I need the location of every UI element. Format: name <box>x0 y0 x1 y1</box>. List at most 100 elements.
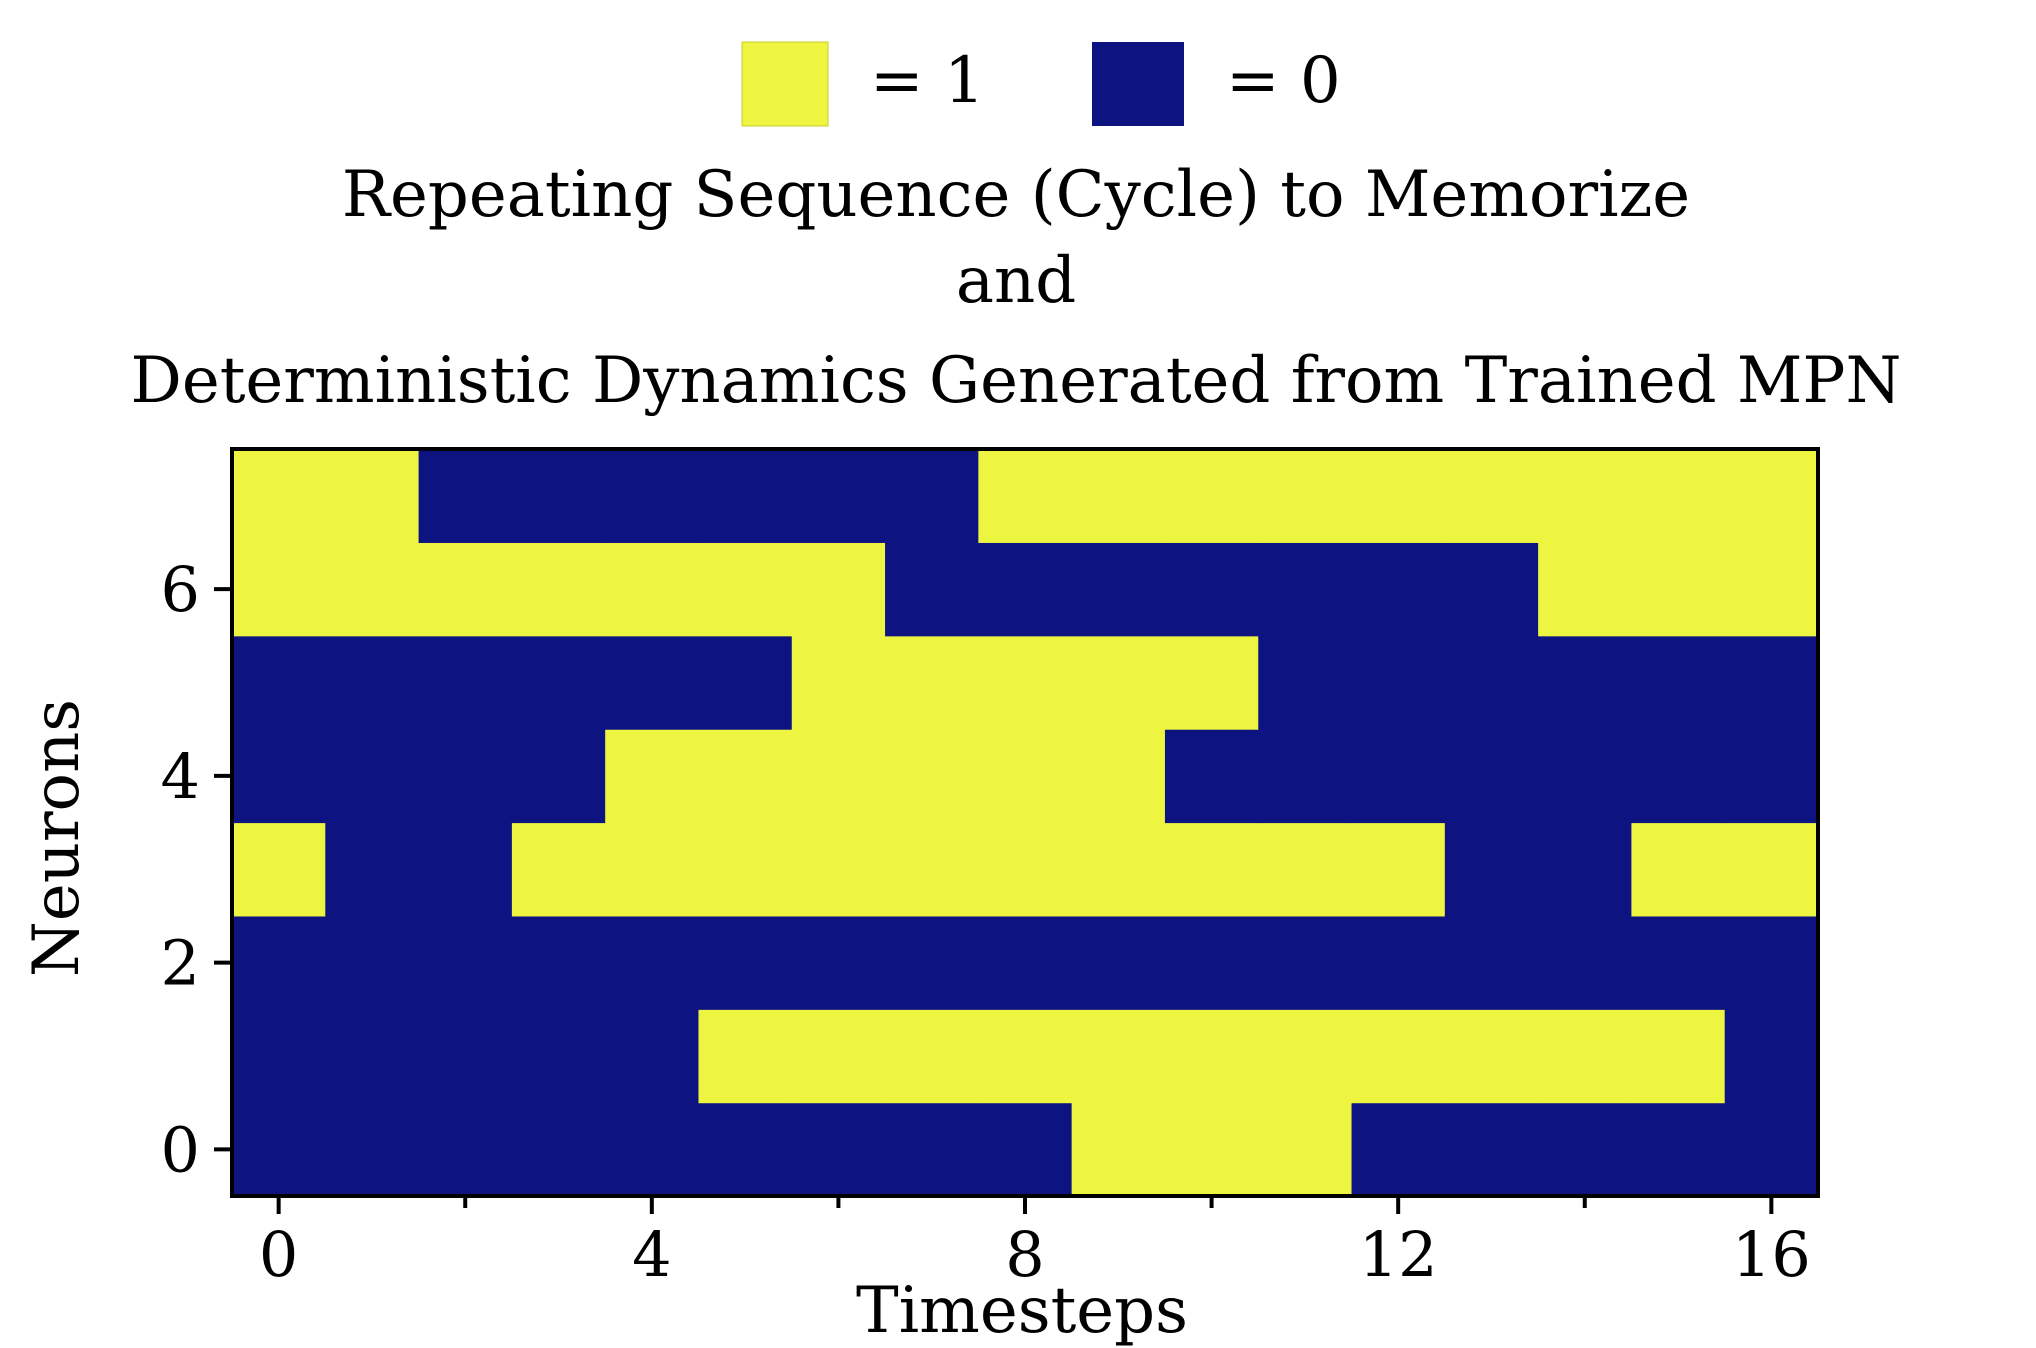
heatmap-cell-n4-t2 <box>418 729 513 824</box>
heatmap-cell-n6-t6 <box>791 542 886 637</box>
heatmap-cell-n4-t1 <box>325 729 420 824</box>
x-tick-label-12: 12 <box>1359 1218 1438 1291</box>
heatmap-cell-n6-t16 <box>1724 542 1819 637</box>
heatmap-cell-n2-t8 <box>978 915 1073 1010</box>
heatmap-cell-n0-t2 <box>418 1102 513 1197</box>
x-axis-label: Timesteps <box>856 1274 1188 1348</box>
heatmap-cell-n6-t4 <box>605 542 700 637</box>
heatmap-cell-n2-t7 <box>885 915 979 1010</box>
heatmap-cell-n1-t0 <box>232 1009 326 1104</box>
heatmap-cell-n3-t12 <box>1351 822 1446 917</box>
heatmap-cell-n2-t11 <box>1258 915 1353 1010</box>
heatmap-cell-n5-t2 <box>418 635 513 730</box>
y-axis-ticks: 0 2 4 6 <box>161 553 232 1186</box>
heatmap-cell-n2-t13 <box>1444 915 1539 1010</box>
heatmap-cell-n7-t5 <box>698 449 793 543</box>
heatmap-cell-n4-t9 <box>1071 729 1166 824</box>
heatmap-cell-n7-t1 <box>325 449 420 543</box>
heatmap-cell-n4-t13 <box>1444 729 1539 824</box>
heatmap-cell-n4-t4 <box>605 729 700 824</box>
heatmap-cell-n0-t0 <box>232 1102 326 1197</box>
heatmap-cell-n1-t5 <box>698 1009 793 1104</box>
heatmap-cell-n3-t4 <box>605 822 700 917</box>
heatmap-cell-n4-t16 <box>1724 729 1819 824</box>
heatmap-cell-n4-t6 <box>791 729 886 824</box>
heatmap-cell-n6-t5 <box>698 542 793 637</box>
heatmap-cell-n5-t0 <box>232 635 326 730</box>
heatmap-cell-n2-t5 <box>698 915 793 1010</box>
heatmap-cell-n4-t0 <box>232 729 326 824</box>
heatmap-cell-n1-t9 <box>1071 1009 1166 1104</box>
heatmap-cell-n7-t0 <box>232 449 326 543</box>
heatmap-cell-n5-t13 <box>1444 635 1539 730</box>
heatmap-cell-n1-t13 <box>1444 1009 1539 1104</box>
heatmap-cell-n3-t13 <box>1444 822 1539 917</box>
heatmap-cell-n6-t8 <box>978 542 1073 637</box>
heatmap-cell-n1-t3 <box>511 1009 606 1104</box>
heatmap-cell-n6-t1 <box>325 542 420 637</box>
heatmap-cell-n5-t3 <box>511 635 606 730</box>
heatmap-cell-n2-t2 <box>418 915 513 1010</box>
heatmap-cell-n3-t1 <box>325 822 420 917</box>
heatmap-cell-n6-t3 <box>511 542 606 637</box>
heatmap-cell-n3-t3 <box>511 822 606 917</box>
heatmap-cell-n7-t10 <box>1164 449 1259 543</box>
heatmap-cell-n5-t9 <box>1071 635 1166 730</box>
heatmap-cell-n2-t12 <box>1351 915 1446 1010</box>
heatmap-cell-n4-t14 <box>1538 729 1633 824</box>
chart-title: Repeating Sequence (Cycle) to Memorize a… <box>131 158 1902 418</box>
y-tick-label-6: 6 <box>161 553 200 626</box>
heatmap-cell-n1-t4 <box>605 1009 700 1104</box>
heatmap-cell-n7-t11 <box>1258 449 1353 543</box>
heatmap-cell-n4-t12 <box>1351 729 1446 824</box>
x-tick-label-4: 4 <box>632 1218 671 1291</box>
heatmap-cell-n5-t1 <box>325 635 420 730</box>
heatmap-cell-n1-t16 <box>1724 1009 1819 1104</box>
heatmap-cell-n0-t14 <box>1538 1102 1633 1197</box>
y-tick-label-2: 2 <box>161 927 200 1000</box>
heatmap-cell-n2-t14 <box>1538 915 1633 1010</box>
y-tick-label-0: 0 <box>161 1113 200 1186</box>
legend: = 1 = 0 <box>741 41 1341 127</box>
heatmap-cell-n1-t8 <box>978 1009 1073 1104</box>
heatmap-cell-n0-t15 <box>1631 1102 1726 1197</box>
legend-label-one: = 1 <box>870 44 985 118</box>
heatmap-cell-n0-t13 <box>1444 1102 1539 1197</box>
chart-title-line-3: Deterministic Dynamics Generated from Tr… <box>131 344 1902 418</box>
heatmap-cell-n0-t11 <box>1258 1102 1353 1197</box>
heatmap-cell-n6-t12 <box>1351 542 1446 637</box>
heatmap-cell-n7-t14 <box>1538 449 1633 543</box>
heatmap-cell-n7-t13 <box>1444 449 1539 543</box>
heatmap-cell-n0-t8 <box>978 1102 1073 1197</box>
heatmap-cell-n7-t15 <box>1631 449 1726 543</box>
heatmap-cell-n7-t8 <box>978 449 1073 543</box>
legend-swatch-one <box>741 41 829 127</box>
heatmap-cell-n3-t0 <box>232 822 326 917</box>
heatmap-cell-n5-t8 <box>978 635 1073 730</box>
heatmap-cell-n1-t11 <box>1258 1009 1353 1104</box>
heatmap-cell-n6-t7 <box>885 542 979 637</box>
legend-label-zero: = 0 <box>1226 44 1341 118</box>
heatmap-cell-n0-t10 <box>1164 1102 1259 1197</box>
heatmap-cell-n1-t7 <box>885 1009 979 1104</box>
heatmap-cell-n0-t16 <box>1724 1102 1819 1197</box>
heatmap-cell-n2-t1 <box>325 915 420 1010</box>
heatmap-cell-n0-t5 <box>698 1102 793 1197</box>
heatmap-cell-n6-t0 <box>232 542 326 637</box>
heatmap-cell-n1-t14 <box>1538 1009 1633 1104</box>
heatmap-cell-n6-t10 <box>1164 542 1259 637</box>
heatmap-cell-n0-t6 <box>791 1102 886 1197</box>
heatmap-cell-n6-t9 <box>1071 542 1166 637</box>
heatmap-cell-n3-t2 <box>418 822 513 917</box>
heatmap-cell-n0-t12 <box>1351 1102 1446 1197</box>
heatmap-cell-n3-t14 <box>1538 822 1633 917</box>
heatmap-cell-n7-t16 <box>1724 449 1819 543</box>
heatmap-cell-n7-t7 <box>885 449 979 543</box>
heatmap-cell-n1-t15 <box>1631 1009 1726 1104</box>
heatmap-cell-n3-t8 <box>978 822 1073 917</box>
heatmap-cell-n1-t12 <box>1351 1009 1446 1104</box>
heatmap-cell-n2-t16 <box>1724 915 1819 1010</box>
heatmap-cell-n4-t5 <box>698 729 793 824</box>
heatmap-cell-n2-t4 <box>605 915 700 1010</box>
heatmap-cell-n7-t4 <box>605 449 700 543</box>
